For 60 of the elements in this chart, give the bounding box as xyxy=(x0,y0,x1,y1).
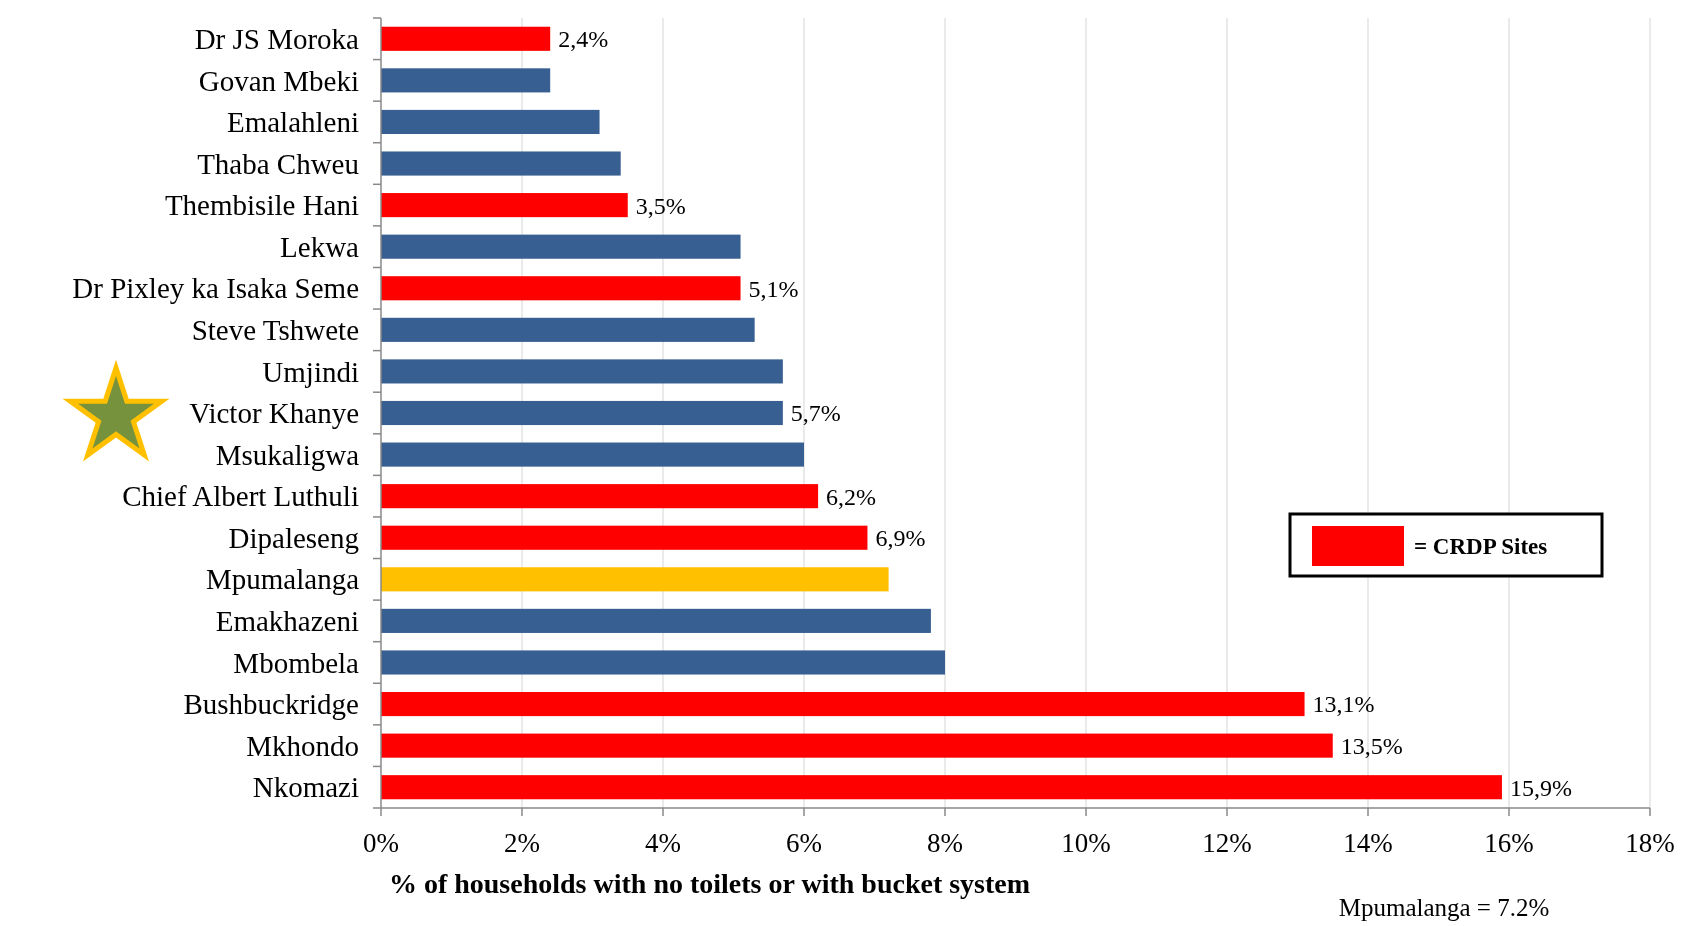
bar xyxy=(381,26,551,51)
y-tick-label: Thembisile Hani xyxy=(164,189,359,222)
data-label: 13,1% xyxy=(1312,691,1375,718)
bar xyxy=(381,109,600,134)
y-tick-label: Nkomazi xyxy=(252,771,359,804)
data-label: 6,9% xyxy=(875,525,926,552)
bar xyxy=(381,193,628,218)
y-tick-label: Emalahleni xyxy=(226,106,359,139)
y-tick-label: Victor Khanye xyxy=(189,397,359,430)
bar xyxy=(381,733,1333,758)
bar xyxy=(381,400,783,426)
bar xyxy=(381,484,819,509)
y-tick-label: Dr Pixley ka Isaka Seme xyxy=(72,272,359,305)
x-tick-label: 12% xyxy=(1202,828,1252,858)
bar xyxy=(381,317,755,342)
data-label: 5,1% xyxy=(748,275,799,302)
y-tick-label: Thaba Chweu xyxy=(197,147,359,180)
bar xyxy=(381,359,783,384)
x-tick-label: 6% xyxy=(786,828,822,858)
y-tick-label: Govan Mbeki xyxy=(198,64,359,97)
y-tick-label: Umjindi xyxy=(262,355,359,388)
x-axis-title: % of households with no toilets or with bucket system xyxy=(388,868,1031,899)
text: Mpumalanga = 7.2% xyxy=(1338,894,1550,921)
y-tick-label: Mbombela xyxy=(233,646,360,679)
y-tick-label: Dipaleseng xyxy=(228,521,359,554)
legend-label: = CRDP Sites xyxy=(1414,534,1548,560)
x-tick-label: 18% xyxy=(1625,828,1675,858)
y-tick-label: Mkhondo xyxy=(246,729,359,762)
x-tick-label: 4% xyxy=(645,828,681,858)
x-tick-label: 16% xyxy=(1484,828,1534,858)
x-tick-label: 10% xyxy=(1061,828,1111,858)
text: 5,7% xyxy=(790,400,841,427)
bar xyxy=(381,567,889,592)
bar xyxy=(381,692,1305,717)
bar xyxy=(381,68,551,93)
bar xyxy=(381,234,741,259)
data-label: 15,9% xyxy=(1509,774,1572,801)
data-label: 3,5% xyxy=(635,192,686,219)
x-tick-label: 2% xyxy=(504,828,540,858)
bar xyxy=(381,608,931,633)
y-tick-label: Steve Tshwete xyxy=(191,313,359,346)
bar xyxy=(381,151,621,176)
bar xyxy=(381,775,1502,800)
x-tick-label: 8% xyxy=(927,828,963,858)
data-label: 6,2% xyxy=(826,483,877,510)
y-tick-label: Lekwa xyxy=(280,230,360,263)
data-label: 2,4% xyxy=(558,26,609,53)
y-tick-label: Chief Albert Luthuli xyxy=(122,480,359,513)
y-tick-label: Emakhazeni xyxy=(215,605,359,638)
y-tick-label: Msukaligwa xyxy=(215,438,360,471)
y-tick-label: Dr JS Moroka xyxy=(194,22,360,55)
x-tick-label: 14% xyxy=(1343,828,1393,858)
bar xyxy=(381,276,741,301)
bar xyxy=(381,442,804,467)
x-tick-label: 0% xyxy=(363,828,399,858)
bar xyxy=(381,650,945,675)
y-tick-label: Bushbuckridge xyxy=(183,688,359,721)
bar xyxy=(381,525,868,550)
data-label: 13,5% xyxy=(1340,733,1403,760)
y-tick-label: Mpumalanga xyxy=(205,563,360,596)
